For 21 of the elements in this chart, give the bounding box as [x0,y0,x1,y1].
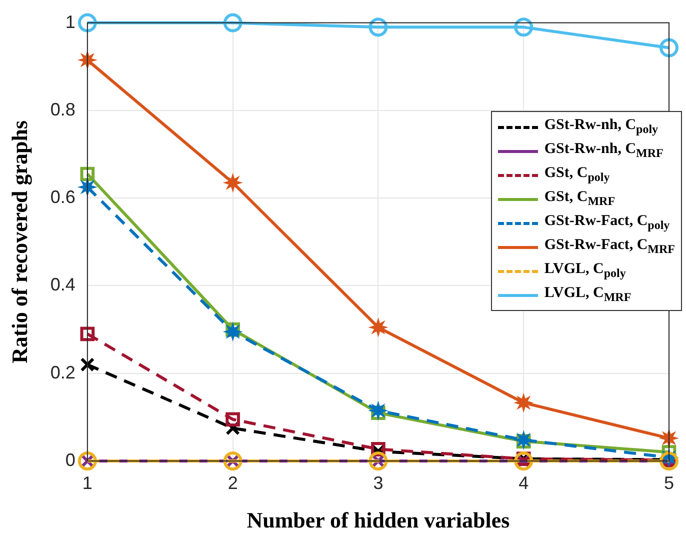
x-tick-label: 4 [518,472,529,493]
x-axis-title: Number of hidden variables [246,507,510,532]
y-tick-label: 0.6 [50,187,76,208]
y-axis-title: Ratio of recovered graphs [6,120,32,364]
legend-label: GSt-Rw-Fact, C$_{poly}$ [544,212,670,234]
legend-label: GSt-Rw-nh, C$_{poly}$ [544,116,658,138]
y-tick-label: 0.8 [50,99,76,120]
x-tick-label: 5 [664,472,674,493]
x-tick-label: 3 [373,472,384,493]
legend-label: GSt, C$_{poly}$ [544,164,610,186]
legend-label: GSt-Rw-nh, C$_{MRF}$ [544,140,664,162]
legend-label: GSt-Rw-Fact, C$_{MRF}$ [544,236,675,258]
legend-label: LVGL, C$_{MRF}$ [544,284,632,306]
legend-label: LVGL, C$_{poly}$ [544,260,626,282]
x-tick-label: 1 [82,472,92,493]
y-tick-label: 1 [65,12,76,32]
y-tick-label: 0.4 [50,274,76,295]
y-tick-label: 0.2 [50,362,76,382]
legend-label: GSt, C$_{MRF}$ [544,188,616,210]
x-tick-label: 2 [228,472,238,493]
y-tick-label: 0 [65,450,76,470]
